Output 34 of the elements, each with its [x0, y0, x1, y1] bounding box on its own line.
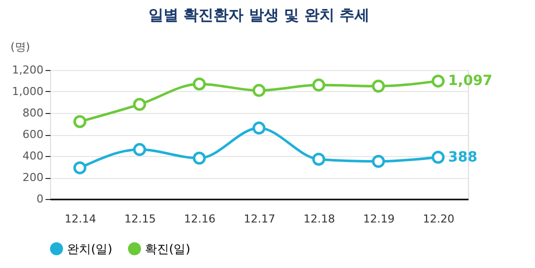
chart-title: 일별 확진환자 발생 및 완치 추세 — [148, 6, 370, 24]
y-tick-label: 1,000 — [12, 85, 44, 98]
legend-label: 확진(일) — [145, 242, 190, 256]
point — [252, 84, 266, 97]
x-tick-label: 12.15 — [124, 212, 156, 226]
x-tick-label: 12.18 — [303, 212, 335, 226]
x-tick-label: 12.16 — [184, 212, 216, 226]
x-tick-label: 12.14 — [64, 212, 96, 226]
point — [312, 78, 326, 92]
x-tick-label: 12.19 — [363, 212, 395, 226]
data-label: 1,097 — [448, 73, 492, 90]
point — [432, 74, 445, 88]
y-axis-title: (명) — [10, 40, 30, 54]
y-tick-label: 200 — [22, 171, 44, 184]
data-label: 388 — [448, 149, 478, 166]
point — [192, 152, 206, 165]
x-tick-label: 12.17 — [244, 212, 276, 226]
point — [133, 98, 146, 111]
y-tick-label: 600 — [22, 128, 44, 141]
y-tick-label: 0 — [36, 192, 44, 206]
point — [252, 122, 266, 135]
point — [432, 150, 445, 164]
point — [73, 115, 86, 128]
point — [312, 152, 326, 166]
y-tick-label: 800 — [22, 106, 44, 120]
point — [133, 143, 146, 156]
point — [73, 161, 86, 174]
point — [372, 154, 385, 168]
y-tick-label: 1,200 — [12, 64, 44, 76]
y-tick-label: 400 — [22, 150, 44, 162]
legend-label: 완치(일) — [67, 242, 112, 256]
point — [192, 77, 206, 90]
x-tick-label: 12.20 — [422, 212, 454, 226]
point — [372, 80, 385, 93]
